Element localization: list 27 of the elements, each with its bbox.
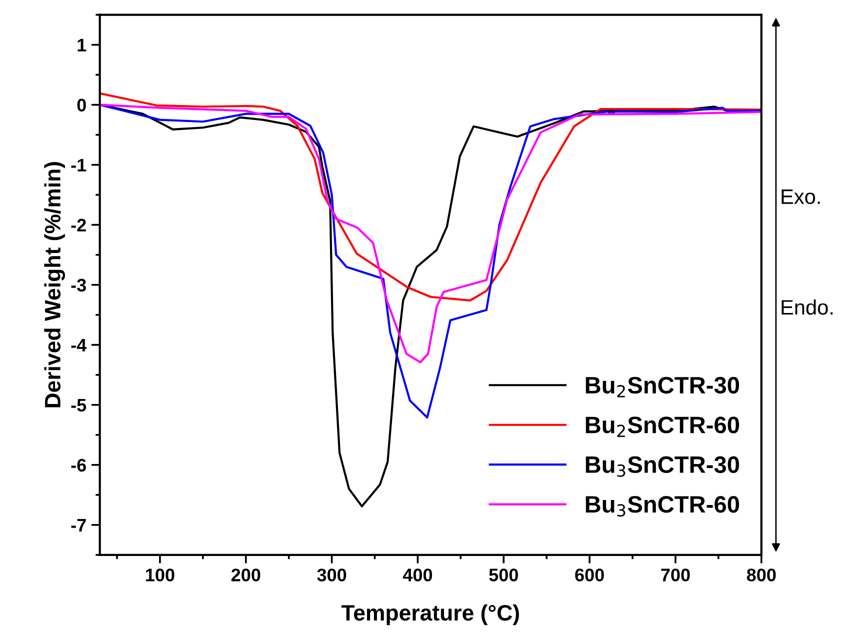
line-series xyxy=(100,92,762,302)
y-tick-label: -7 xyxy=(71,519,86,532)
x-tick-label: 700 xyxy=(661,568,690,582)
line-series xyxy=(100,104,762,364)
y-axis-title: Derived Weight (%/min) xyxy=(44,162,66,408)
y-tick-label: 1 xyxy=(78,38,86,52)
x-tick-label: 800 xyxy=(746,568,776,582)
y-tick-label: -6 xyxy=(71,458,86,472)
x-tick-label: 200 xyxy=(231,568,260,582)
y-tick-label: -1 xyxy=(71,158,86,172)
x-tick-label: 300 xyxy=(317,568,346,582)
y-tick-label: -4 xyxy=(71,338,87,352)
x-tick-label: 500 xyxy=(489,568,518,582)
y-tick-label: -2 xyxy=(71,218,86,232)
x-axis-title: Temperature (°C) xyxy=(341,604,519,626)
legend-label: Bu$_{2}$SnCTR-60 xyxy=(586,416,740,437)
legend-label: Bu$_{3}$SnCTR-30 xyxy=(586,456,740,477)
y-tick-label: 0 xyxy=(77,98,86,112)
legend-label: Bu$_{2}$SnCTR-30 xyxy=(586,376,740,398)
legend-label: Bu$_{3}$SnCTR-60 xyxy=(586,496,740,517)
y-tick-label: -5 xyxy=(71,398,86,412)
x-tick-label: 600 xyxy=(575,568,604,582)
text: Exo. xyxy=(782,189,820,204)
x-tick-label: 100 xyxy=(146,568,174,582)
text: Endo. xyxy=(782,299,833,315)
x-tick-label: 400 xyxy=(402,568,432,582)
y-tick-label: -3 xyxy=(71,278,86,292)
